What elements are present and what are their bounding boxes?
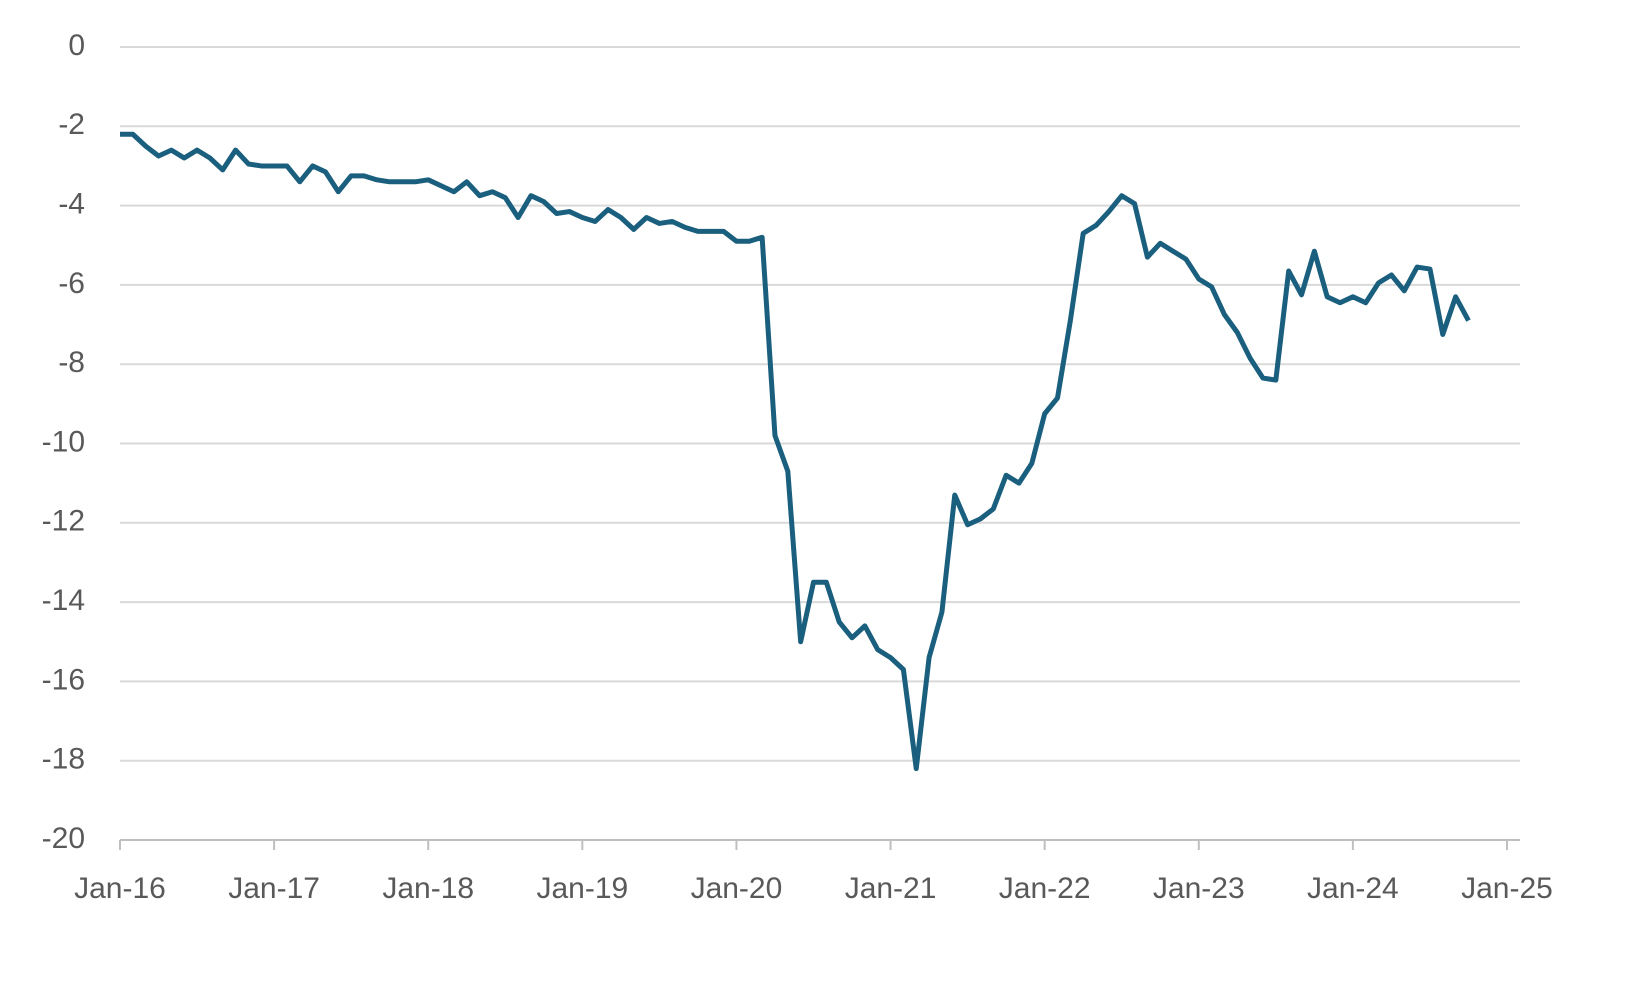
y-tick-label: -12 (42, 505, 85, 538)
x-tick-label: Jan-19 (536, 872, 628, 905)
y-tick-label: -2 (58, 108, 85, 141)
x-tick-label: Jan-20 (691, 872, 783, 905)
y-tick-label: -14 (42, 584, 85, 617)
x-tick-label: Jan-23 (1153, 872, 1245, 905)
x-tick-label: Jan-21 (845, 872, 937, 905)
y-tick-label: -10 (42, 425, 85, 458)
y-tick-label: -20 (42, 822, 85, 855)
data-line (120, 131, 1471, 772)
x-tick-label: Jan-17 (228, 872, 320, 905)
x-tick-label: Jan-16 (74, 872, 166, 905)
y-tick-label: -4 (58, 188, 85, 221)
y-tick-label: 0 (68, 29, 85, 62)
x-tick-label: Jan-18 (382, 872, 474, 905)
x-tick-label: Jan-24 (1307, 872, 1399, 905)
x-tick-label: Jan-25 (1461, 872, 1553, 905)
x-tick-label: Jan-22 (999, 872, 1091, 905)
y-tick-label: -8 (58, 346, 85, 379)
y-tick-label: -18 (42, 743, 85, 776)
y-tick-label: -6 (58, 267, 85, 300)
y-tick-label: -16 (42, 663, 85, 696)
